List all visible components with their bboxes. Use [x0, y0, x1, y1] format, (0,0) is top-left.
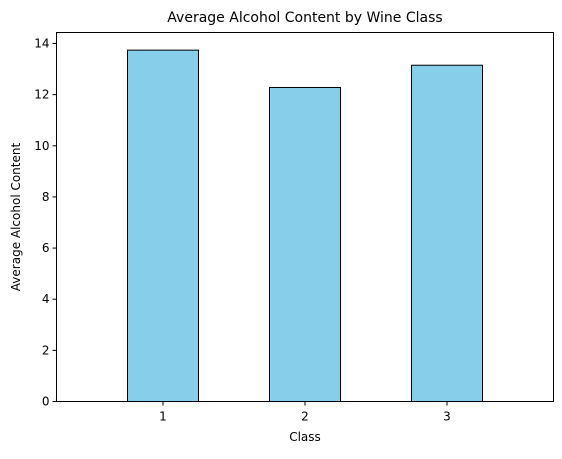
- y-tick-label: 0: [42, 395, 50, 409]
- bar-class-2: [269, 86, 341, 402]
- y-tick-label: 8: [42, 190, 50, 204]
- y-tick-label: 10: [34, 139, 49, 153]
- x-axis: 1 2 3: [159, 401, 451, 424]
- y-axis: 0 2 4 6 8 10 12 14: [34, 36, 57, 409]
- x-axis-label: Class: [289, 430, 321, 444]
- chart-title: Average Alcohol Content by Wine Class: [167, 10, 442, 26]
- plot-frame: [56, 32, 554, 402]
- bar-class-1: [127, 49, 199, 402]
- y-axis-label: Average Alcohol Content: [9, 143, 23, 292]
- y-tick-label: 12: [34, 88, 49, 102]
- y-tick-label: 2: [42, 343, 50, 357]
- x-tick-label: 1: [159, 410, 167, 424]
- y-tick-label: 4: [42, 292, 50, 306]
- x-tick-label: 3: [443, 410, 451, 424]
- bar-class-3: [411, 64, 483, 402]
- bars-layer: [127, 49, 483, 402]
- x-tick-label: 2: [301, 410, 309, 424]
- y-tick-label: 6: [42, 241, 50, 255]
- y-tick-label: 14: [34, 36, 49, 50]
